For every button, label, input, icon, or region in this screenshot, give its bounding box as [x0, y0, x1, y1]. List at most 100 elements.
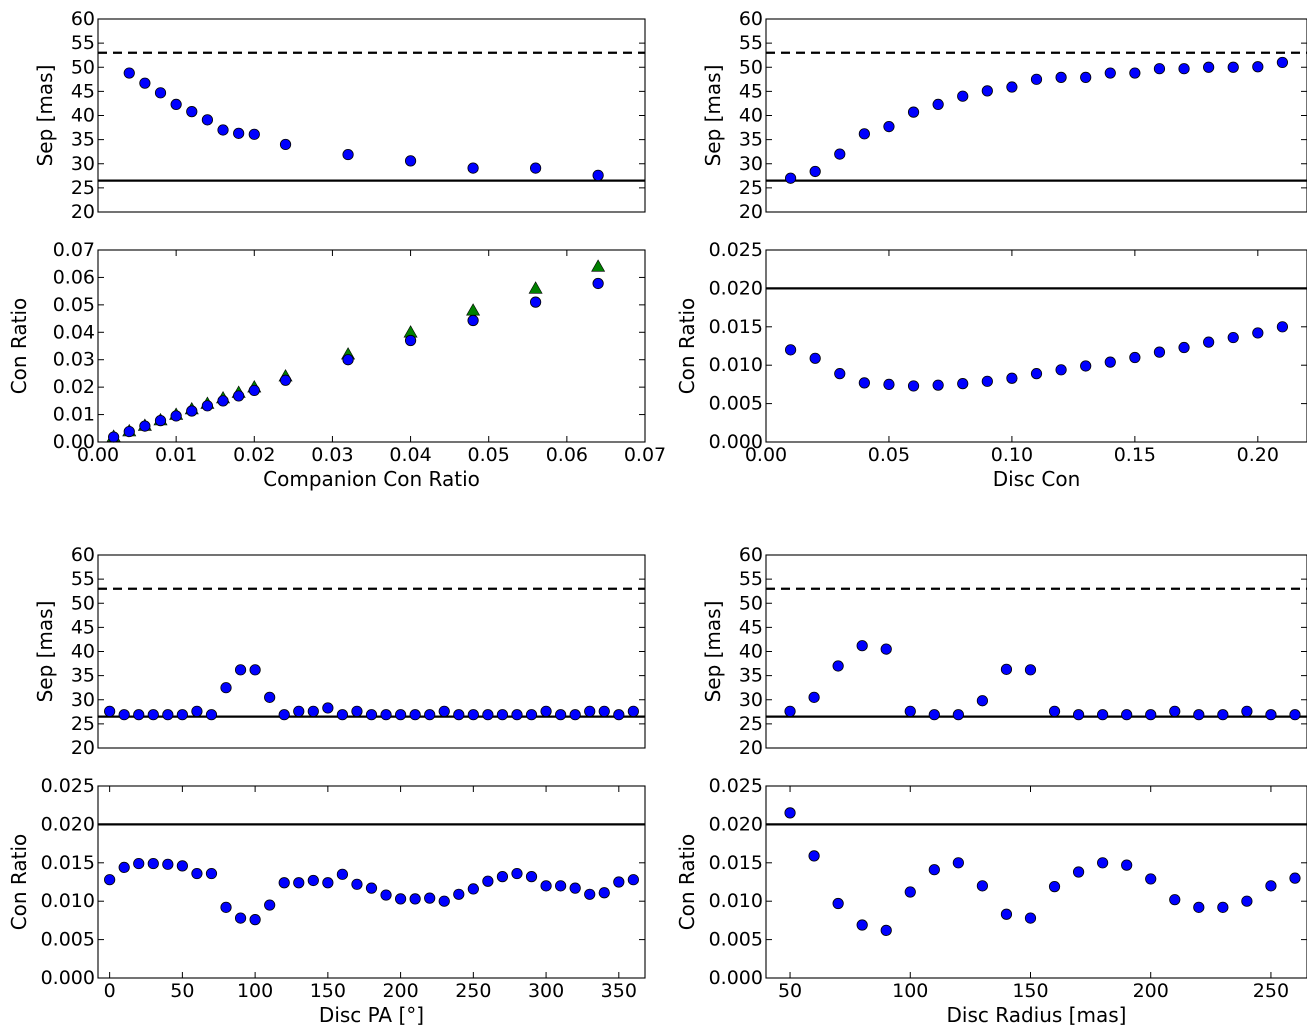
- data-point-triangle: [591, 259, 606, 272]
- data-point: [409, 893, 421, 905]
- axes-frame: [765, 785, 1307, 979]
- data-point: [529, 162, 542, 174]
- y-tick-label: 35: [71, 129, 95, 151]
- y-axis-label: Con Ratio: [675, 298, 699, 395]
- data-point: [220, 682, 232, 694]
- data-point: [907, 380, 920, 392]
- data-point: [133, 857, 145, 870]
- data-point: [133, 709, 145, 721]
- data-point: [380, 709, 392, 721]
- data-point: [1055, 71, 1067, 83]
- data-point: [248, 128, 260, 140]
- x-tick-label: 0.05: [468, 444, 510, 466]
- data-point: [976, 695, 989, 707]
- y-tick-label: 20: [739, 737, 763, 759]
- y-tick-label: 55: [739, 568, 763, 590]
- x-axis-label: Disc PA [°]: [319, 1003, 424, 1027]
- data-point: [1169, 705, 1181, 717]
- data-point: [584, 705, 596, 717]
- data-point-triangle: [528, 281, 543, 294]
- y-tick-label: 55: [71, 568, 95, 590]
- x-tick-label: 0.00: [745, 444, 787, 466]
- data-point: [525, 709, 538, 721]
- y-tick-label: 25: [71, 177, 95, 199]
- y-tick-label: 0.025: [41, 775, 95, 797]
- panel-p8: 0.000 0.005 0.010 0.015 0.020 0.025 50 100 150 20…: [675, 775, 1307, 1027]
- data-point: [1024, 664, 1037, 676]
- data-point: [1265, 709, 1277, 721]
- data-point: [249, 664, 261, 676]
- x-tick-label: 150: [1012, 980, 1048, 1002]
- data-point: [928, 709, 940, 721]
- y-tick-label: 0.020: [41, 813, 95, 835]
- data-point: [1048, 705, 1061, 717]
- data-point: [1241, 895, 1253, 907]
- data-point: [1000, 908, 1013, 920]
- y-tick-label: 0.04: [53, 321, 95, 343]
- x-tick-label: 0.02: [233, 444, 275, 466]
- y-tick-label: 50: [71, 56, 95, 78]
- data-point: [351, 878, 363, 890]
- data-point: [981, 375, 993, 387]
- data-point: [336, 868, 349, 880]
- data-point: [424, 892, 436, 904]
- y-tick-label: 0.025: [709, 775, 763, 797]
- y-axis-label: Sep [mas]: [701, 601, 725, 703]
- data-point: [453, 888, 465, 900]
- axes-frame: [765, 554, 1307, 749]
- y-tick-label: 50: [739, 592, 763, 614]
- y-tick-label: 0.015: [709, 316, 763, 338]
- y-tick-label: 25: [739, 177, 763, 199]
- x-tick-label: 50: [778, 980, 802, 1002]
- data-point: [832, 660, 844, 672]
- y-tick-label: 45: [739, 80, 763, 102]
- data-point: [880, 924, 892, 936]
- x-tick-label: 350: [601, 980, 637, 1002]
- data-point: [928, 864, 940, 876]
- data-point: [394, 709, 407, 721]
- data-point: [365, 709, 378, 721]
- y-tick-label: 60: [739, 8, 763, 30]
- y-tick-label: 0.000: [709, 431, 763, 453]
- y-tick-label: 0.06: [53, 266, 95, 288]
- data-point: [598, 887, 610, 899]
- x-tick-label: 0.15: [1114, 444, 1156, 466]
- y-tick-label: 0.05: [53, 294, 95, 316]
- y-tick-label: 0.010: [709, 354, 763, 376]
- data-point: [832, 897, 844, 910]
- panel-p2: 0.00 0.01 0.02 0.03 0.04 0.05 0.06 0.07 0.00 0.01…: [7, 239, 666, 491]
- y-tick-label: 40: [739, 105, 763, 127]
- y-tick-label: 25: [71, 713, 95, 735]
- data-point: [1121, 709, 1133, 721]
- data-point: [856, 640, 868, 652]
- data-point: [453, 709, 465, 721]
- data-point: [496, 871, 509, 883]
- data-point: [342, 354, 354, 366]
- data-point: [118, 709, 130, 721]
- data-point: [467, 314, 479, 327]
- y-tick-label: 30: [71, 153, 95, 175]
- y-tick-label: 0.02: [53, 376, 95, 398]
- data-point: [1129, 67, 1141, 79]
- data-point: [482, 875, 494, 887]
- data-point: [438, 705, 450, 717]
- data-point: [1055, 364, 1067, 376]
- y-tick-label: 55: [739, 32, 763, 54]
- data-point: [613, 876, 625, 888]
- y-tick-label: 0.07: [53, 239, 95, 261]
- data-point: [569, 882, 581, 894]
- data-point: [220, 901, 232, 913]
- data-point: [201, 114, 213, 126]
- data-point: [139, 420, 151, 432]
- data-point: [1048, 881, 1061, 893]
- data-point: [1265, 880, 1277, 892]
- data-point: [108, 431, 120, 443]
- data-point: [856, 919, 868, 931]
- data-point: [569, 709, 581, 721]
- data-point: [1193, 709, 1205, 721]
- data-point: [1217, 901, 1229, 913]
- data-point: [883, 120, 895, 133]
- x-tick-label: 100: [237, 980, 273, 1002]
- data-point: [834, 368, 846, 380]
